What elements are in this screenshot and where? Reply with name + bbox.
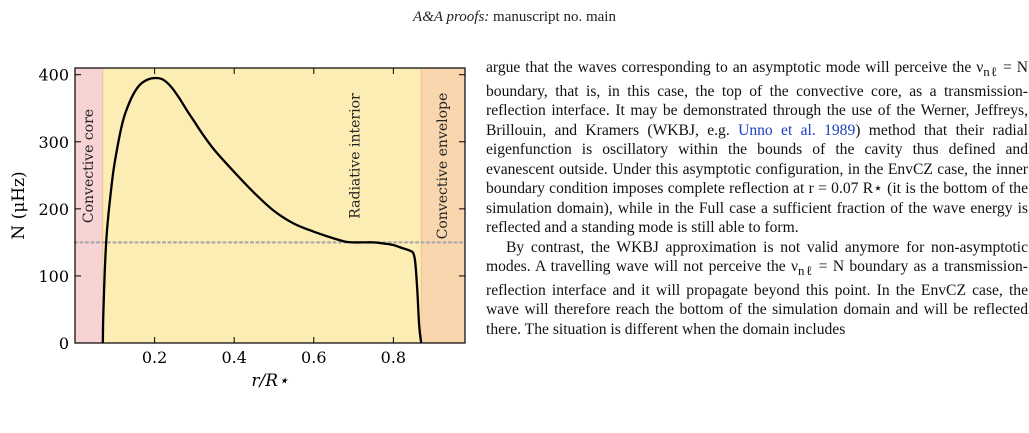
x-axis-label: r/R⋆ xyxy=(251,371,289,391)
header-journal: A&A proofs: xyxy=(413,9,490,25)
y-axis: 0 100 200 300 400 xyxy=(38,66,465,353)
region-label-layer: Convective core Radiative interior Convect… xyxy=(81,93,451,240)
plot-frame xyxy=(74,67,466,344)
x-tick-label: 0.8 xyxy=(381,348,406,367)
region-band xyxy=(75,68,103,343)
region-band xyxy=(102,68,422,343)
y-tick-label: 200 xyxy=(38,200,69,219)
region-layer xyxy=(75,68,465,343)
x-tick-label: 0.4 xyxy=(221,348,246,367)
y-tick-label: 100 xyxy=(38,267,69,286)
running-header: A&A proofs: manuscript no. main xyxy=(0,9,1029,26)
para2-subscript: nℓ xyxy=(798,263,814,279)
paragraph-asymptotic: argue that the waves corresponding to an… xyxy=(486,58,1028,238)
y-axis-label: N (μHz) xyxy=(9,171,29,239)
para2-text-b: = N boundary as a transmission-reflectio… xyxy=(486,258,1028,338)
y-tick-label: 400 xyxy=(38,66,69,85)
region-label: Convective core xyxy=(81,109,97,223)
brunt-vaisala-figure: Convective core Radiative interior Convect… xyxy=(9,66,467,391)
y-tick-label: 300 xyxy=(38,133,69,152)
region-label: Convective envelope xyxy=(435,93,451,240)
header-manuscript: manuscript no. main xyxy=(493,9,616,25)
para1-text-c: ) method that their radial eigenfunction… xyxy=(486,121,1028,237)
citation-link-unno[interactable]: Unno et al. 1989 xyxy=(738,121,856,139)
body-text-column: argue that the waves corresponding to an… xyxy=(486,58,1028,339)
x-tick-label: 0.2 xyxy=(142,348,167,367)
region-label: Radiative interior xyxy=(348,93,364,219)
para1-text-b: = N boundary, that is, in this case, the… xyxy=(486,59,1029,139)
curve-layer xyxy=(101,76,423,344)
region-band xyxy=(421,68,465,343)
y-tick-label: 0 xyxy=(59,334,69,353)
para2-text-a: By contrast, the WKBJ approximation is n… xyxy=(486,238,1028,276)
para1-text-a: argue that the waves corresponding to an… xyxy=(486,59,984,76)
n-profile-line xyxy=(101,76,423,344)
para1-subscript: nℓ xyxy=(983,64,999,80)
x-axis: 0.2 0.4 0.6 0.8 xyxy=(142,68,406,367)
x-tick-label: 0.6 xyxy=(301,348,326,367)
paragraph-non-asymptotic: By contrast, the WKBJ approximation is n… xyxy=(486,238,1028,340)
